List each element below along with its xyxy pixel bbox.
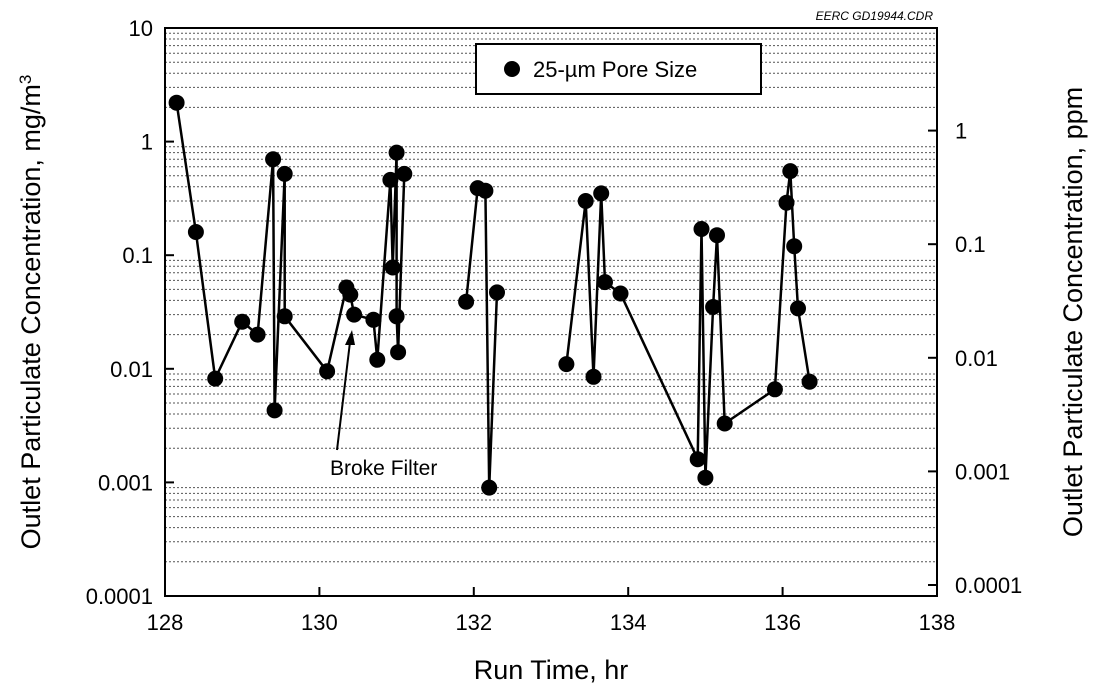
legend-box — [475, 43, 762, 95]
data-point — [597, 274, 613, 291]
data-point — [782, 163, 799, 180]
data-point — [384, 259, 401, 276]
x-tick-label: 136 — [764, 610, 801, 635]
data-point — [388, 144, 405, 161]
data-point — [778, 194, 795, 211]
series-25um — [168, 94, 818, 496]
y-left-tick-label: 0.1 — [122, 243, 153, 268]
x-tick-label: 138 — [919, 610, 956, 635]
y-left-tick-label: 10 — [129, 16, 153, 41]
data-point — [342, 286, 359, 303]
data-point — [168, 94, 185, 111]
y-right-tick-label: 1 — [955, 119, 967, 144]
annotation-arrow-line — [336, 341, 351, 451]
data-point — [276, 165, 293, 182]
series-line — [175, 102, 406, 412]
y-right-tick-label: 0.01 — [955, 346, 998, 371]
x-tick-label: 134 — [610, 610, 647, 635]
data-point — [489, 284, 505, 301]
legend-label: 25-µm Pore Size — [533, 57, 697, 82]
data-point — [693, 221, 710, 237]
data-point — [369, 351, 386, 368]
data-point — [716, 415, 733, 432]
data-point — [382, 171, 399, 188]
data-point — [481, 479, 498, 496]
plot-frame — [164, 27, 938, 597]
figure-code: EERC GD19944.CDR — [816, 9, 934, 23]
data-point — [786, 238, 803, 255]
data-point — [458, 293, 475, 310]
grid-lines — [165, 32, 937, 563]
y-right-tick-label: 0.001 — [955, 459, 1010, 484]
data-point — [697, 469, 714, 486]
data-point — [558, 356, 575, 373]
data-point — [265, 151, 282, 168]
y-right-tick-label: 0.1 — [955, 232, 986, 257]
data-point — [585, 368, 602, 385]
y-left-tick-label: 0.0001 — [86, 584, 153, 609]
broke-filter-annotation: Broke Filter — [330, 330, 437, 480]
series-line — [565, 169, 811, 479]
y-right-axis-title: Outlet Particulate Concentration, ppm — [1058, 87, 1088, 537]
data-point — [234, 313, 251, 330]
x-axis-title: Run Time, hr — [474, 655, 629, 685]
data-point — [689, 451, 706, 468]
data-point — [266, 402, 283, 419]
data-point — [346, 306, 363, 323]
legend-marker-icon — [504, 61, 520, 77]
legend: 25-µm Pore Size — [475, 43, 762, 95]
data-point — [249, 326, 266, 343]
data-point — [276, 308, 293, 325]
axis-ticks: 128 130 132 134 136 138 0.0001 0.001 0.01 0.1 1 10 0… — [86, 16, 1023, 635]
y-left-tick-label: 0.001 — [98, 470, 153, 495]
annotation-label: Broke Filter — [330, 457, 437, 480]
data-point — [207, 370, 224, 387]
data-point — [319, 363, 336, 380]
x-tick-label: 130 — [301, 610, 338, 635]
data-point — [612, 285, 629, 302]
data-point — [705, 299, 722, 315]
data-point — [766, 381, 783, 398]
data-point — [593, 185, 610, 202]
data-point — [365, 311, 382, 328]
y-left-axis-title: Outlet Particulate Concentration, mg/m3 — [16, 75, 47, 550]
y-left-axis-title-superscript: 3 — [16, 75, 35, 84]
y-left-tick-label: 0.01 — [110, 357, 153, 382]
series-line — [464, 186, 499, 489]
data-point — [390, 344, 407, 361]
data-point — [709, 227, 725, 244]
y-left-tick-label: 1 — [141, 130, 153, 155]
x-tick-label: 132 — [455, 610, 492, 635]
y-left-axis-title-main: Outlet Particulate Concentration, mg/m — [16, 84, 46, 549]
data-point — [388, 308, 405, 325]
data-point — [801, 373, 818, 390]
data-point — [790, 300, 806, 317]
data-point — [477, 182, 494, 199]
x-tick-label: 128 — [147, 610, 184, 635]
data-point — [577, 193, 594, 209]
data-point — [396, 165, 413, 182]
y-right-tick-label: 0.0001 — [955, 573, 1022, 598]
arrow-head-icon — [345, 330, 355, 345]
data-point — [187, 224, 204, 240]
